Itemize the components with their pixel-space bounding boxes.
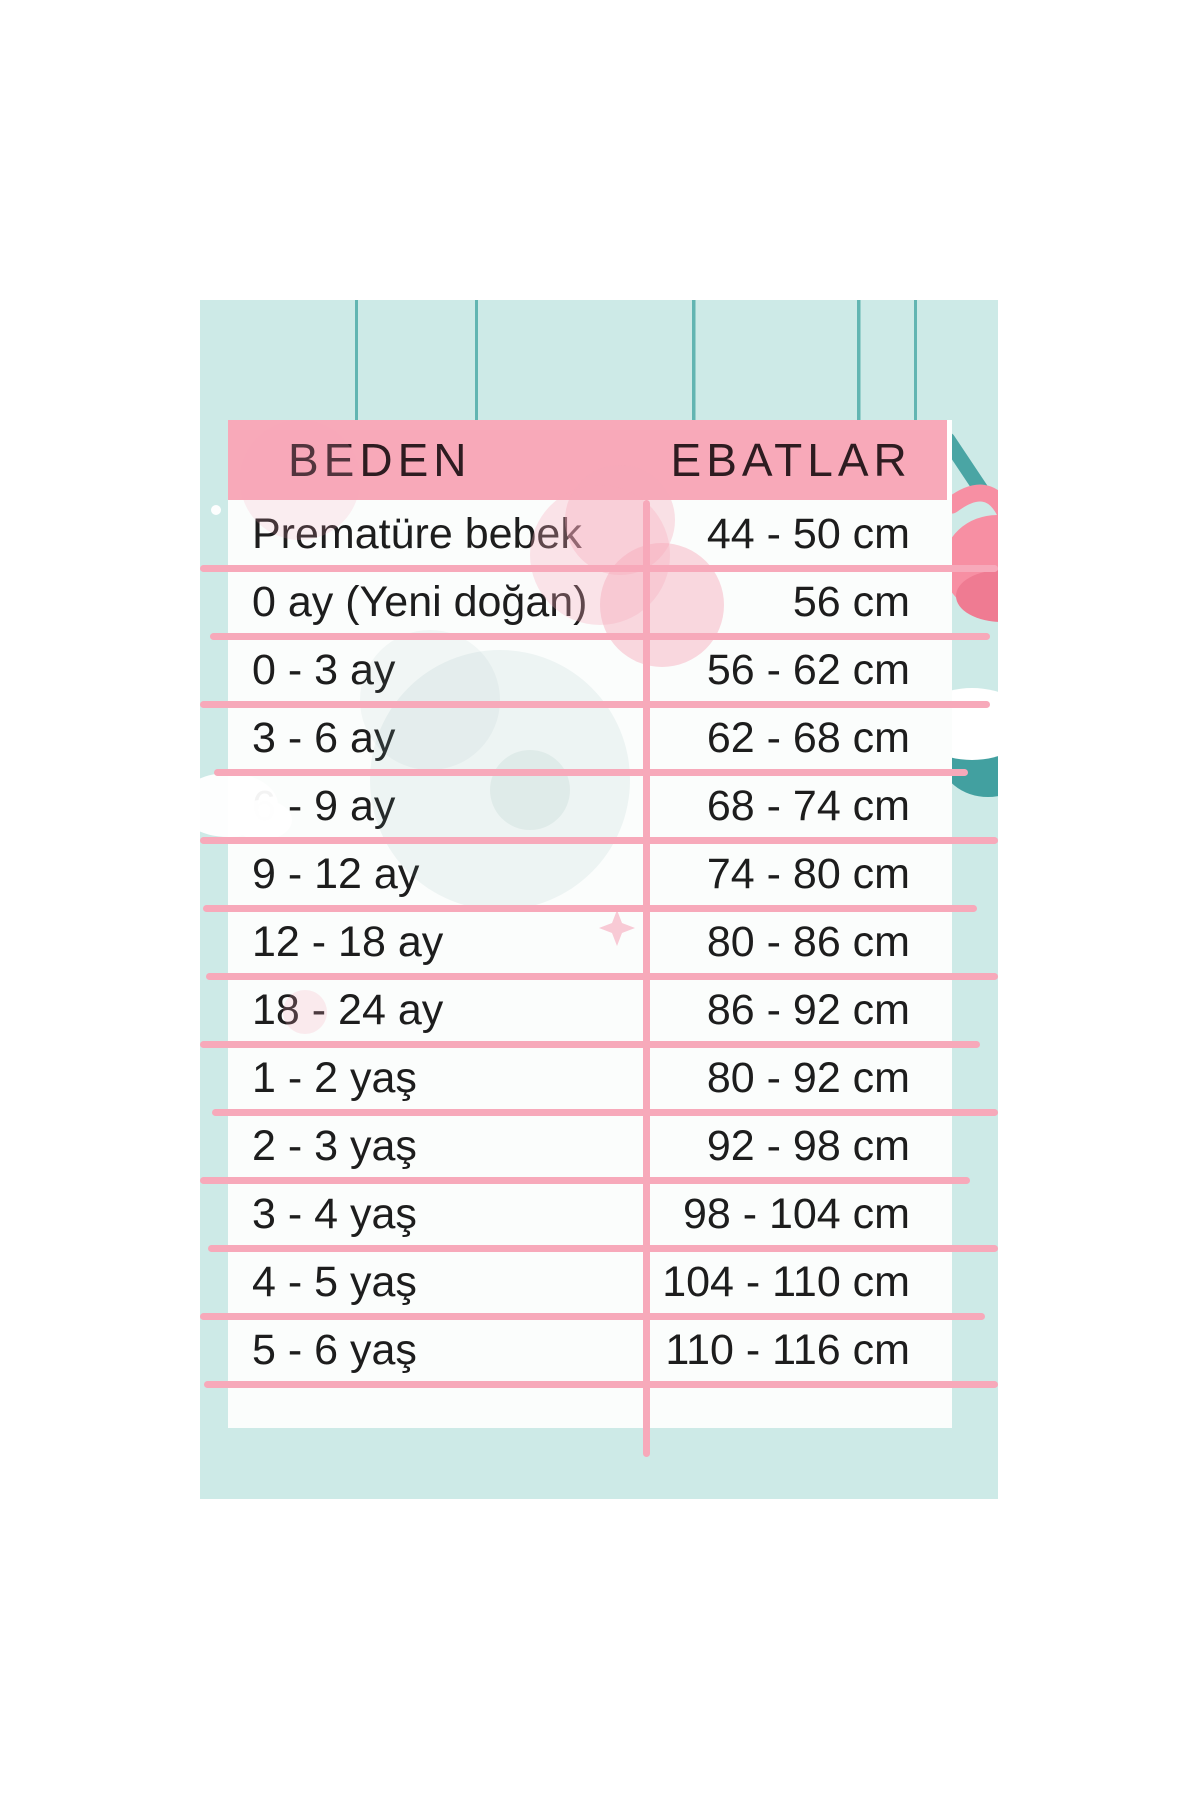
range-cell: 80 - 86 cm xyxy=(706,917,910,966)
size-cell: 9 - 12 ay xyxy=(252,849,420,898)
table-row: 18 - 24 ay 86 - 92 cm xyxy=(228,976,952,1044)
size-cell: 1 - 2 yaş xyxy=(252,1053,417,1102)
empty-row xyxy=(228,1384,952,1428)
white-dot-icon xyxy=(211,505,221,515)
size-cell: 2 - 3 yaş xyxy=(252,1121,417,1170)
row-divider-line xyxy=(210,633,990,640)
range-cell: 92 - 98 cm xyxy=(706,1121,910,1170)
size-chart-panel: BEDEN EBATLAR Prematüre bebek 44 - 50 cm… xyxy=(200,300,998,1499)
row-divider-line xyxy=(200,1313,985,1320)
size-cell: 5 - 6 yaş xyxy=(252,1325,417,1374)
range-cell: 44 - 50 cm xyxy=(706,509,910,558)
table-row: 5 - 6 yaş 110 - 116 cm xyxy=(228,1316,952,1384)
range-cell: 56 - 62 cm xyxy=(706,645,910,694)
size-cell: 6 - 9 ay xyxy=(252,781,396,830)
size-chart-header: BEDEN EBATLAR xyxy=(228,420,952,500)
row-divider-line xyxy=(212,1109,998,1116)
table-row: 0 ay (Yeni doğan) 56 cm xyxy=(228,568,952,636)
size-cell: 0 ay (Yeni doğan) xyxy=(252,577,588,626)
range-cell: 98 - 104 cm xyxy=(682,1189,910,1238)
row-divider-line xyxy=(214,769,968,776)
row-divider-line xyxy=(200,837,998,844)
header-size-label: BEDEN xyxy=(288,434,472,486)
header-dims-label: EBATLAR xyxy=(670,434,912,486)
size-cell: 4 - 5 yaş xyxy=(252,1257,417,1306)
range-cell: 80 - 92 cm xyxy=(706,1053,910,1102)
hanging-string-icon xyxy=(355,300,917,422)
row-divider-line xyxy=(200,565,998,572)
row-divider-line xyxy=(203,905,977,912)
range-cell: 68 - 74 cm xyxy=(706,781,910,830)
size-cell: 3 - 6 ay xyxy=(252,713,396,762)
table-row: 12 - 18 ay 80 - 86 cm xyxy=(228,908,952,976)
size-cell: 12 - 18 ay xyxy=(252,917,444,966)
size-cell: 18 - 24 ay xyxy=(252,985,444,1034)
table-row: 9 - 12 ay 74 - 80 cm xyxy=(228,840,952,908)
range-cell: 62 - 68 cm xyxy=(706,713,910,762)
size-table: BEDEN EBATLAR Prematüre bebek 44 - 50 cm… xyxy=(228,420,952,1428)
range-cell: 104 - 110 cm xyxy=(662,1257,910,1306)
row-divider-line xyxy=(208,1245,998,1252)
table-row: 0 - 3 ay 56 - 62 cm xyxy=(228,636,952,704)
row-divider-line xyxy=(200,1041,980,1048)
row-divider-line xyxy=(204,1381,998,1388)
table-row: 2 - 3 yaş 92 - 98 cm xyxy=(228,1112,952,1180)
range-cell: 110 - 116 cm xyxy=(665,1325,910,1374)
table-row: 1 - 2 yaş 80 - 92 cm xyxy=(228,1044,952,1112)
size-cell: Prematüre bebek xyxy=(252,509,582,558)
row-divider-line xyxy=(200,1177,970,1184)
range-cell: 74 - 80 cm xyxy=(706,849,910,898)
table-row: Prematüre bebek 44 - 50 cm xyxy=(228,500,952,568)
table-row: 6 - 9 ay 68 - 74 cm xyxy=(228,772,952,840)
table-row: 3 - 6 ay 62 - 68 cm xyxy=(228,704,952,772)
row-divider-line xyxy=(206,973,998,980)
table-row: 3 - 4 yaş 98 - 104 cm xyxy=(228,1180,952,1248)
table-row: 4 - 5 yaş 104 - 110 cm xyxy=(228,1248,952,1316)
size-cell: 3 - 4 yaş xyxy=(252,1189,417,1238)
range-cell: 86 - 92 cm xyxy=(706,985,910,1034)
range-cell: 56 cm xyxy=(792,577,910,626)
size-cell: 0 - 3 ay xyxy=(252,645,396,694)
row-divider-line xyxy=(200,701,990,708)
